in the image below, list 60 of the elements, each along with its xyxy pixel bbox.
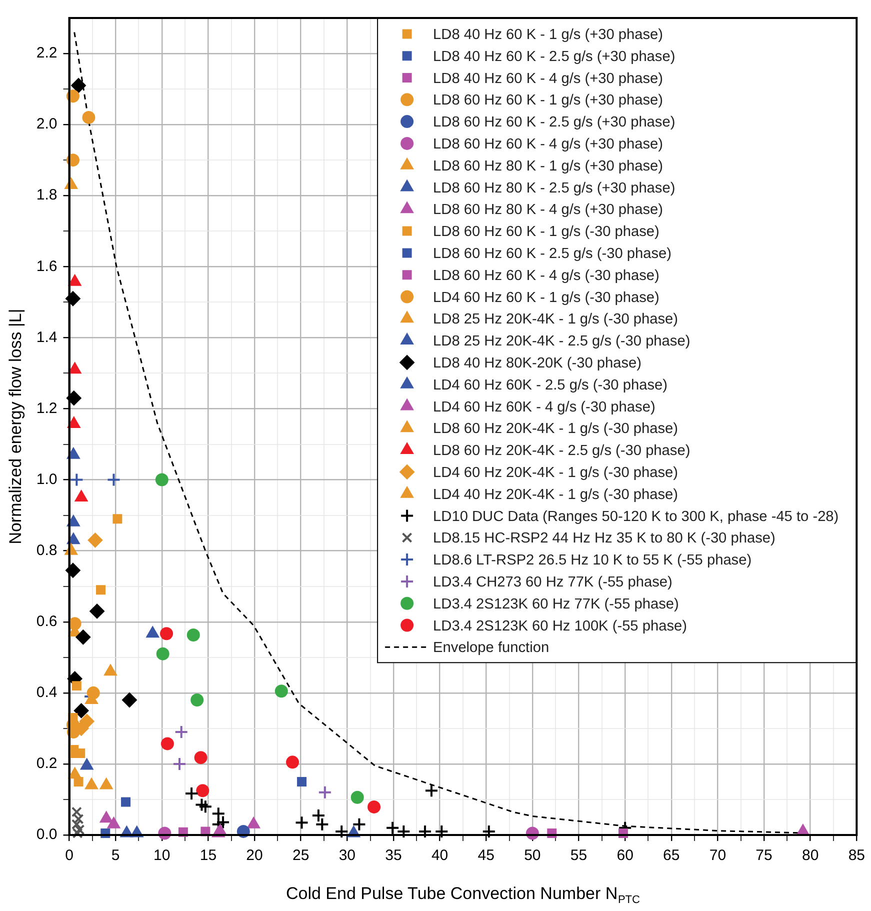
x-tick-label: 80 [802,847,819,864]
x-tick-label: 60 [616,847,634,864]
x-tick-label: 15 [200,847,217,864]
y-axis-title: Normalized energy flow loss |L| [6,308,25,544]
x-tick-label: 50 [524,847,541,864]
legend-label: LD3.4 CH273 60 Hz 77K (-55 phase) [433,574,672,590]
legend-label: LD8 60 Hz 20K-4K - 1 g/s (-30 phase) [433,421,678,438]
x-tick-label: 20 [246,847,263,864]
legend-label: LD4 60 Hz 60K - 2.5 g/s (-30 phase) [433,377,668,394]
x-tick-label: 0 [65,847,74,864]
x-tick-label: 55 [570,847,588,864]
y-tick-label: 0.4 [36,684,58,702]
y-tick-label: 0.0 [36,826,58,844]
y-tick-label: 0.8 [36,542,58,559]
legend-label: LD8.6 LT-RSP2 26.5 Hz 10 K to 55 K (-55 phase) [433,552,752,569]
x-tick-label: 10 [154,847,170,864]
x-tick-label: 45 [478,847,494,864]
legend-label: LD8 60 Hz 60 K - 2.5 g/s (-30 phase) [433,246,672,262]
legend-label: LD8 60 Hz 60 K - 2.5 g/s (+30 phase) [433,114,676,131]
y-tick-label: 1.2 [36,400,58,417]
legend-label: LD3.4 2S123K 60 Hz 77K (-55 phase) [433,596,679,612]
legend-label: LD8 25 Hz 20K-4K - 1 g/s (-30 phase) [433,312,678,328]
y-tick-label: 1.0 [36,470,58,488]
legend-label: LD4 60 Hz 20K-4K - 1 g/s (-30 phase) [433,464,678,481]
x-tick-label: 70 [709,847,726,864]
legend-label: LD8 40 Hz 60 K - 2.5 g/s (+30 phase) [433,48,676,65]
x-tick-label: 75 [756,847,772,864]
y-tick-label: 1.4 [36,328,58,346]
y-tick-label: 1.8 [36,186,58,204]
legend-label: LD8 40 Hz 80K-20K (-30 phase) [433,355,642,372]
x-tick-label: 65 [663,847,680,864]
x-tick-label: 25 [292,847,310,864]
legend-label: LD8 40 Hz 60 K - 1 g/s (+30 phase) [433,26,664,43]
legend-label: LD10 DUC Data (Ranges 50-120 K to 300 K, phase -45 to -28) [433,508,839,525]
legend-label: LD8 60 Hz 60 K - 1 g/s (-30 phase) [433,224,660,240]
x-tick-label: 35 [385,847,402,864]
legend-label: LD8 60 Hz 20K-4K - 2.5 g/s (-30 phase) [433,443,690,460]
x-tick-label: 30 [338,847,356,864]
legend-label: LD4 40 Hz 20K-4K - 1 g/s (-30 phase) [433,486,678,503]
y-tick-label: 1.6 [36,258,58,275]
legend-label: LD8 60 Hz 80 K - 2.5 g/s (+30 phase) [433,180,676,196]
legend-label: LD3.4 2S123K 60 Hz 100K (-55 phase) [433,618,687,634]
x-tick-label: 85 [848,847,865,864]
y-tick-label: 0.6 [36,613,58,630]
legend-label: LD8 25 Hz 20K-4K - 2.5 g/s (-30 phase) [433,334,690,350]
legend-label: LD4 60 Hz 60K - 4 g/s (-30 phase) [433,399,656,416]
legend-label: LD8 60 Hz 60 K - 1 g/s (+30 phase) [433,92,664,109]
y-tick-label: 2.2 [36,44,58,62]
legend-label: LD8 60 Hz 80 K - 4 g/s (+30 phase) [433,202,664,218]
legend-label: LD8.15 HC-RSP2 44 Hz Hz 35 K to 80 K (-30 phase) [433,530,776,547]
legend-label: LD8 60 Hz 60 K - 4 g/s (-30 phase) [433,268,660,284]
legend-label: LD8 60 Hz 60 K - 4 g/s (+30 phase) [433,136,664,152]
legend-label: Envelope function [433,640,550,656]
legend-label: LD8 40 Hz 60 K - 4 g/s (+30 phase) [433,70,664,87]
x-tick-label: 5 [111,847,120,864]
y-tick-label: 2.0 [36,116,58,133]
legend-label: LD4 60 Hz 60 K - 1 g/s (-30 phase) [433,290,660,306]
x-tick-label: 40 [431,847,448,864]
y-tick-label: 0.2 [36,755,58,772]
legend-label: LD8 60 Hz 80 K - 1 g/s (+30 phase) [433,158,664,174]
